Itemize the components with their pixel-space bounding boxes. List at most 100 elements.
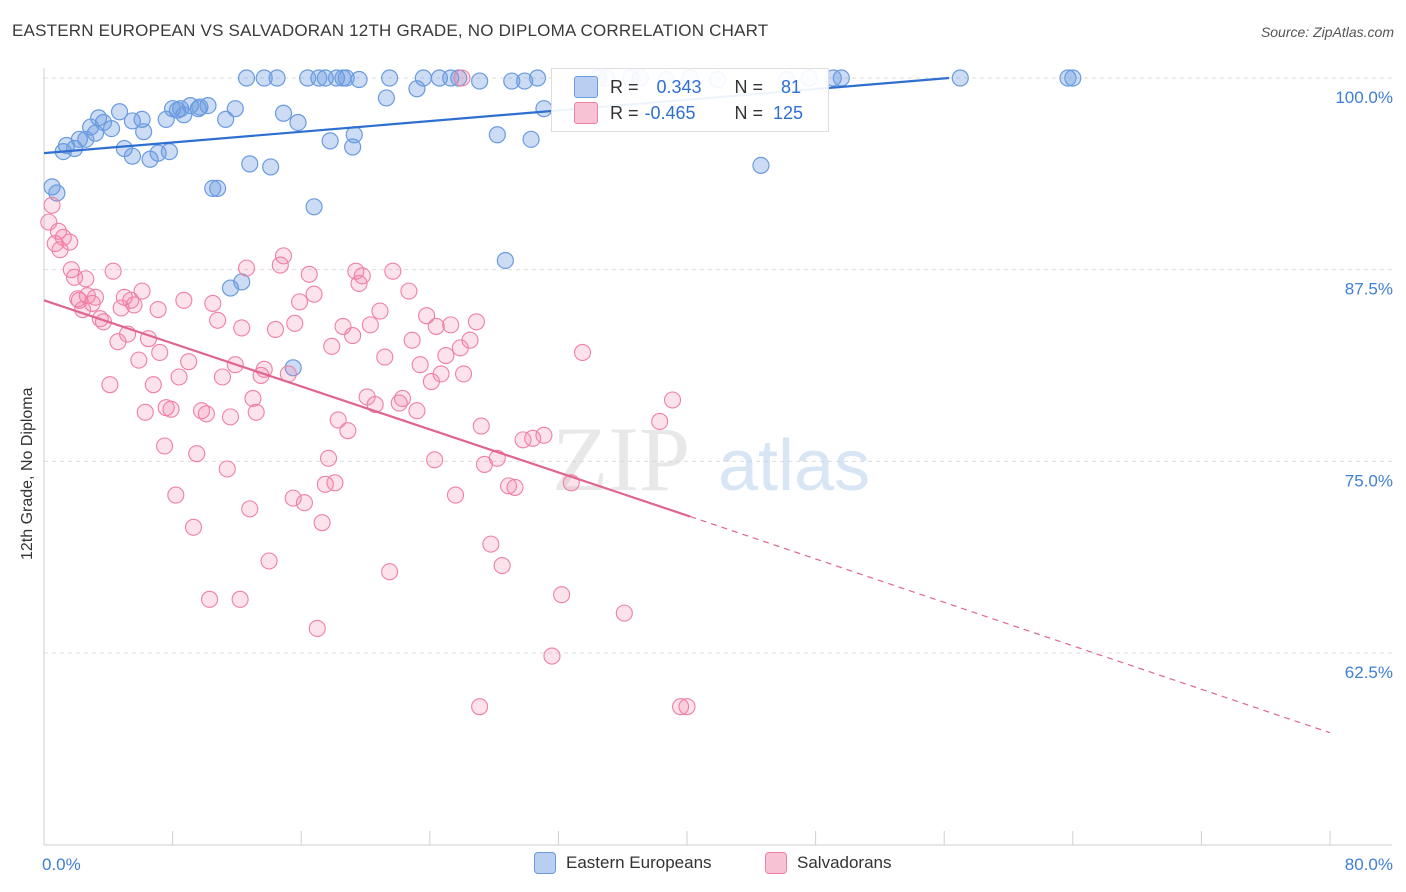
eastern-europeans-point [262,158,280,176]
salvadorans-point [162,400,180,418]
y-axis-label: 12th Grade, No Diploma [19,387,36,560]
eastern-europeans-point [65,139,84,158]
salvadorans-point [426,451,444,469]
salvadorans-points [40,69,696,716]
eastern-europeans-point [471,72,489,90]
salvadorans-point [192,402,211,420]
salvadorans-point [308,619,326,638]
eastern-europeans-point [488,126,506,144]
salvadorans-point [411,356,429,374]
eastern-europeans-point [199,96,217,115]
salvadorans-point [136,403,154,421]
eastern-europeans-point [160,143,178,161]
salvadorans-point [403,331,421,349]
salvadorans-point [201,590,219,608]
eastern-europeans-point [175,106,193,124]
salvadorans-point [274,247,293,265]
legend-item-eastern-europeans[interactable]: Eastern Europeans [534,852,712,874]
eastern-europeans-point [217,110,235,129]
salvadorans-point [260,552,278,570]
eastern-europeans-point [241,155,259,173]
salvadorans-point [344,327,362,345]
salvadorans-point [493,557,511,575]
salvadorans-point [427,317,445,335]
salvadorans-point [361,316,379,334]
salvadorans-point [104,262,122,280]
eastern-europeans-point [102,120,121,138]
eastern-europeans-point [337,69,355,87]
salvadorans-point [295,494,313,512]
salvadorans-point [500,477,518,495]
eastern-europeans-point [344,138,362,156]
n-label: N = [734,102,764,123]
salvadorans-point [524,429,542,447]
salvadorans-trend-line [43,299,691,518]
eastern-europeans-point [274,104,293,122]
salvadorans-point [442,316,460,334]
salvadorans-point [77,270,95,288]
y-tick-label: 87.5% [1345,280,1393,299]
eastern-europeans-point [70,130,88,148]
salvadorans-point [384,262,402,280]
salvadorans-point [482,535,500,553]
eastern-europeans-point [516,72,534,90]
r-label: R = [610,76,639,97]
salvadorans-point [353,267,371,285]
salvadorans-point [381,563,399,581]
salvadorans-point [122,291,140,309]
tick-labels: 62.5% 75.0% 87.5% 100.0% 0.0% 80.0% [42,88,1393,874]
eastern-europeans-point [345,126,363,144]
r-value: -0.465 [644,102,696,123]
eastern-europeans-point [528,69,547,87]
salvadorans-point [241,500,259,518]
salvadorans-point [455,365,473,383]
salvadorans-point [156,437,174,455]
salvadorans-point [247,403,265,421]
salvadorans-point [453,69,471,87]
salvadorans-point [271,256,289,274]
n-label: N = [734,76,764,97]
eastern-europeans-point [752,156,770,174]
salvadorans-point [204,294,222,312]
eastern-europeans-point [832,69,850,87]
salvadorans-point [535,426,553,444]
x-tick-label: 0.0% [42,855,81,874]
salvadorans-point [266,320,285,339]
salvadorans-point [446,486,465,504]
salvadorans-point [651,412,669,431]
salvadorans-point [408,402,426,420]
eastern-europeans-point [951,69,969,87]
eastern-europeans-point [237,69,256,87]
salvadorans-point [284,489,302,507]
salvadorans-point [151,343,169,362]
eastern-europeans-point [157,110,175,129]
salvadorans-point [43,196,61,214]
salvadorans-point [400,282,418,300]
salvadorans-point [471,698,489,716]
salvadorans-point [663,391,682,409]
salvadorans-point [237,259,256,277]
salvadorans-trend-extension [690,515,1331,734]
salvadorans-point [678,698,696,716]
trend-lines [43,76,1331,734]
eastern-europeans-point [305,198,323,216]
eastern-europeans-point [1064,69,1082,87]
salvadorans-point [144,376,162,394]
salvadorans-point [218,460,236,478]
salvadorans-point [175,291,193,309]
legend-item-salvadorans[interactable]: Salvadorans [765,852,892,874]
eastern-europeans-point [535,100,553,118]
salvadorans-point [101,376,119,394]
salvadorans-point [291,293,309,311]
salvadorans-point [125,296,143,314]
salvadorans-point [339,422,357,440]
axes [43,68,1392,846]
salvadorans-point [170,368,188,386]
legend: Eastern Europeans Salvadorans [0,850,1406,880]
legend-label: Salvadorans [797,853,892,872]
watermark-atlas: atlas [718,426,870,506]
n-value: 81 [781,76,802,97]
chart-title: EASTERN EUROPEAN VS SALVADORAN 12TH GRAD… [12,21,769,40]
eastern-europeans-point [321,132,339,150]
salvadorans-point [393,389,412,408]
